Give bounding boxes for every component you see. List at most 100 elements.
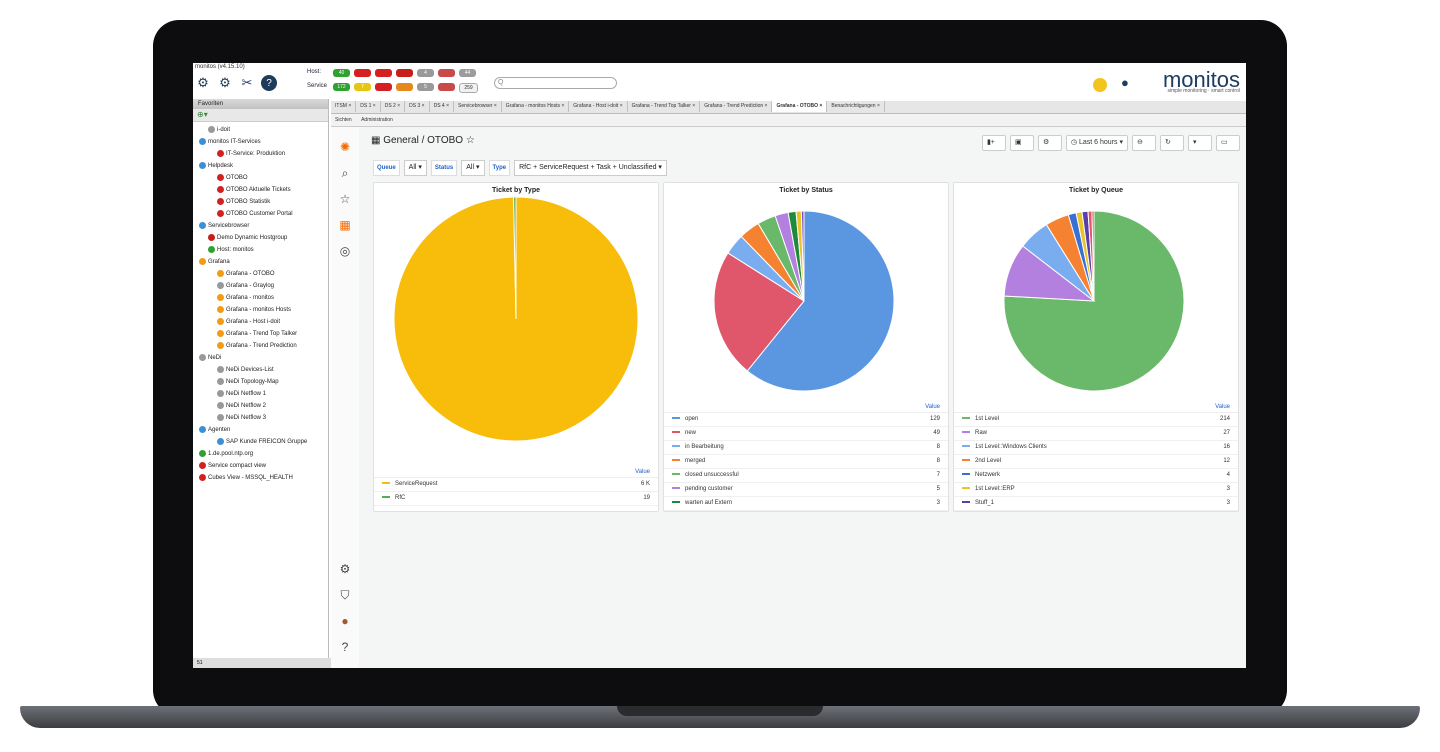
legend-row[interactable]: Netzwerk 4 [954,469,1238,483]
admin-menu[interactable]: Administration [361,117,393,123]
host-count-pill[interactable] [438,69,455,77]
tab[interactable]: Servicebrowser × [454,101,502,112]
tab[interactable]: Grafana - Trend Top Talker × [628,101,701,112]
grafana-logo-icon[interactable]: ✺ [339,140,351,154]
variable-select[interactable]: All ▾ [403,160,427,176]
legend-row[interactable]: RfC 19 [374,492,658,506]
sidebar-item[interactable]: Grafana - monitos [193,292,328,304]
tab[interactable]: DS 1 × [356,101,381,112]
sidebar-item[interactable]: OTOBO Aktuelle Tickets [193,184,328,196]
pie-slice[interactable] [513,196,517,320]
sidebar-item[interactable]: OTOBO [193,172,328,184]
view-menu[interactable]: Sichten [335,117,352,123]
explore-icon[interactable]: ◎ [339,244,351,258]
legend-header[interactable]: Value [374,468,658,478]
sidebar-item[interactable]: 1.de.pool.ntp.org [193,448,328,460]
sidebar-item[interactable]: Agenten [193,424,328,436]
sidebar-item[interactable]: Servicebrowser [193,220,328,232]
time-range-picker[interactable]: ◷ Last 6 hours ▾ [1065,135,1128,151]
sidebar-item[interactable]: Grafana - Trend Prediction [193,340,328,352]
host-count-pill[interactable]: 44 [459,69,476,77]
host-count-pill[interactable]: 40 [333,69,350,77]
save-button[interactable]: ▣ [1009,135,1034,151]
tab[interactable]: Grafana - Host i-doit × [569,101,628,112]
dashboard-gear-icon[interactable]: ⚙ [197,75,209,90]
pie-slice[interactable] [746,210,895,392]
service-count-pill[interactable] [396,83,413,91]
sidebar-item[interactable]: NeDi Netflow 3 [193,412,328,424]
legend-row[interactable]: 1st Level 214 [954,413,1238,427]
sidebar-item[interactable]: Helpdesk [193,160,328,172]
sidebar-item[interactable]: Demo Dynamic Hostgroup [193,232,328,244]
refresh-interval-button[interactable]: ▾ [1188,135,1212,151]
variable-select[interactable]: RfC + ServiceRequest + Task + Unclassifi… [514,160,667,176]
sidebar-item[interactable]: Grafana [193,256,328,268]
search-input[interactable]: Q [494,77,617,89]
sidebar-item[interactable]: NeDi Netflow 1 [193,388,328,400]
sidebar-item[interactable]: Grafana - Host i-doit [193,316,328,328]
sidebar-item[interactable]: NeDi Topology-Map [193,376,328,388]
legend-row[interactable]: open 129 [664,413,948,427]
service-count-pill[interactable]: 5 [417,83,434,91]
status-indicator-icon[interactable] [1093,78,1107,92]
tab[interactable]: DS 3 × [405,101,430,112]
legend-header[interactable]: Value [664,403,948,413]
sidebar-item[interactable]: Grafana - OTOBO [193,268,328,280]
variable-select[interactable]: All ▾ [461,160,485,176]
dashboard-settings-button[interactable]: ⚙ [1037,135,1062,151]
sidebar-item[interactable]: OTOBO Customer Portal [193,208,328,220]
legend-header[interactable]: Value [954,403,1238,413]
legend-row[interactable]: Stuff_1 3 [954,497,1238,511]
avatar[interactable]: ● [341,614,349,628]
tab[interactable]: Grafana - OTOBO × [772,101,828,112]
service-count-pill[interactable]: 259 [459,83,478,93]
legend-row[interactable]: closed unsuccessful 7 [664,469,948,483]
tv-mode-button[interactable]: ▭ [1216,135,1240,151]
tab[interactable]: ITSM × [331,101,357,112]
sidebar-item[interactable]: monitos IT-Services [193,136,328,148]
legend-row[interactable]: new 49 [664,427,948,441]
help-icon[interactable]: ? [261,75,277,91]
legend-row[interactable]: in Bearbeitung 8 [664,441,948,455]
sidebar-item[interactable]: Service compact view [193,460,328,472]
breadcrumb[interactable]: General / OTOBO [383,135,464,146]
tab[interactable]: DS 2 × [381,101,406,112]
legend-row[interactable]: Raw 27 [954,427,1238,441]
sidebar-item[interactable]: NeDi [193,352,328,364]
tab[interactable]: Grafana - Trend Prediction × [700,101,773,112]
zoom-out-button[interactable]: ⊖ [1132,135,1156,151]
service-count-pill[interactable] [438,83,455,91]
sidebar-item[interactable]: i-doit [193,124,328,136]
tab[interactable]: DS 4 × [430,101,455,112]
pie-slice[interactable] [1091,210,1095,302]
sidebar-item[interactable]: NeDi Netflow 2 [193,400,328,412]
sidebar-item[interactable]: Cubes View - MSSQL_HEALTH [193,472,328,484]
search-icon[interactable]: ⌕ [341,166,349,180]
sidebar-item[interactable]: Host: monitos [193,244,328,256]
service-count-pill[interactable] [375,83,392,91]
legend-row[interactable]: 1st Level::Windows Clients 16 [954,441,1238,455]
tab[interactable]: Grafana - monitos Hosts × [502,101,570,112]
refresh-button[interactable]: ↻ [1160,135,1184,151]
sidebar-item[interactable]: NeDi Devices-List [193,364,328,376]
pie-slice[interactable] [713,252,805,372]
settings-icon[interactable]: ⚙ [339,562,351,576]
sidebar-item[interactable]: SAP Kunde FREICON Gruppe [193,436,328,448]
dashboards-icon[interactable]: ▦ [339,218,351,232]
tab[interactable]: Benachrichtigungen × [827,101,885,112]
service-count-pill[interactable]: 7 [354,83,371,91]
host-count-pill[interactable] [396,69,413,77]
legend-row[interactable]: warten auf Extern 3 [664,497,948,511]
legend-row[interactable]: merged 8 [664,455,948,469]
add-panel-button[interactable]: ▮+ [981,135,1006,151]
star-icon[interactable]: ☆ [339,192,351,206]
settings-gear-icon[interactable]: ⚙ [219,75,231,90]
host-count-pill[interactable] [354,69,371,77]
host-count-pill[interactable]: 4 [417,69,434,77]
host-count-pill[interactable] [375,69,392,77]
sidebar-item[interactable]: Grafana - Trend Top Talker [193,328,328,340]
legend-row[interactable]: ServiceRequest 6 K [374,478,658,492]
tools-icon[interactable]: ✂ [241,75,253,90]
sidebar-item[interactable]: Grafana - Graylog [193,280,328,292]
user-icon[interactable]: ● [1121,75,1129,90]
